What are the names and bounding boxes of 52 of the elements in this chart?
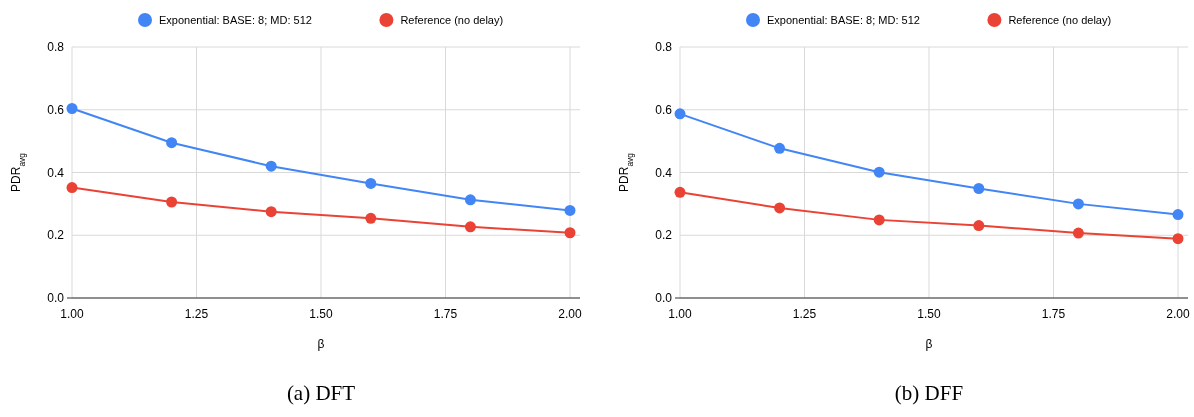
point: [265, 160, 277, 172]
point: [166, 196, 178, 208]
x-tick-label: 1.00: [668, 307, 692, 321]
point: [1172, 233, 1184, 245]
point: [564, 204, 576, 216]
x-tick-label: 2.00: [558, 307, 582, 321]
y-tick-label: 0.2: [47, 228, 65, 243]
x-tick-label: 1.00: [60, 307, 84, 321]
y-tick-label: 0.8: [47, 40, 65, 55]
point: [166, 137, 178, 149]
x-axis-title: β: [317, 337, 325, 351]
point: [973, 183, 985, 194]
point: [873, 214, 885, 226]
point: [674, 108, 686, 120]
legend-label: Reference (no delay): [400, 13, 504, 26]
point: [1172, 209, 1184, 221]
x-tick-label: 1.25: [792, 307, 817, 321]
point: [564, 227, 576, 239]
point: [674, 186, 686, 198]
text: (b) DFF: [894, 381, 964, 405]
point: [66, 103, 78, 114]
point: [464, 221, 476, 233]
point: [1072, 227, 1084, 239]
y-tick-label: 0.6: [47, 102, 65, 117]
point: [265, 206, 277, 218]
point: [973, 220, 985, 232]
point: [774, 202, 786, 214]
y-tick-label: 0.6: [655, 102, 673, 117]
legend-label: Exponential: BASE: 8; MD: 512: [767, 13, 920, 26]
point: [365, 177, 377, 189]
x-axis-title: β: [925, 337, 933, 351]
point: [774, 142, 786, 154]
x-tick-label: 1.75: [433, 307, 458, 321]
y-tick-label: 0.2: [655, 228, 673, 243]
y-tick-label: 0.0: [47, 291, 65, 306]
point: [365, 212, 377, 224]
y-tick-label: 0.4: [655, 165, 673, 180]
legend-label: Reference (no delay): [1008, 13, 1112, 26]
x-tick-label: 1.75: [1041, 307, 1066, 321]
point: [66, 182, 78, 194]
legend-label: Exponential: BASE: 8; MD: 512: [159, 13, 312, 26]
y-tick-label: 0.0: [655, 291, 673, 306]
point: [464, 194, 476, 206]
point: [873, 166, 885, 178]
y-tick-label: 0.8: [655, 40, 673, 55]
point: [1072, 198, 1084, 210]
x-tick-label: 1.25: [184, 307, 209, 321]
x-tick-label: 1.50: [309, 307, 333, 321]
x-tick-label: 1.50: [917, 307, 941, 321]
x-tick-label: 2.00: [1166, 307, 1190, 321]
y-tick-label: 0.4: [47, 165, 65, 180]
text: (a) DFT: [286, 381, 356, 405]
